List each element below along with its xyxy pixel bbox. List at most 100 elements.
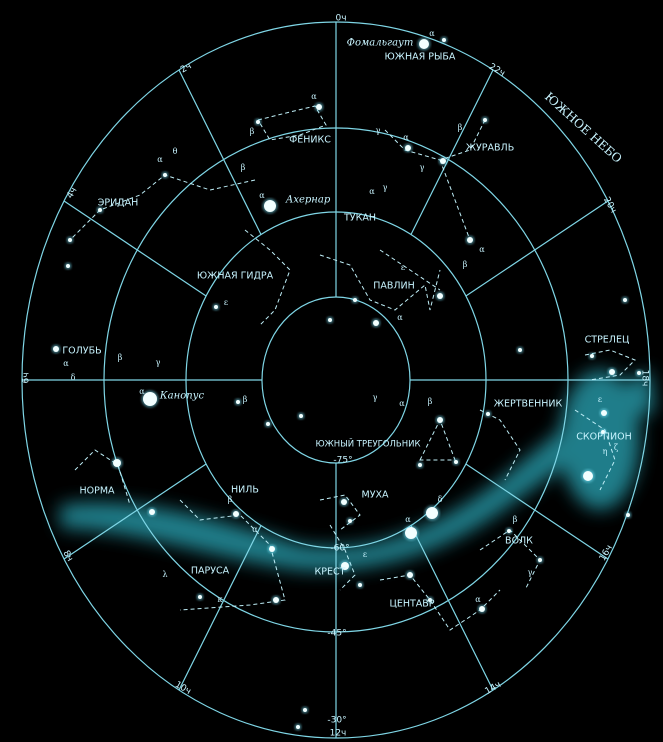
constellation-label: НИЛЬ	[231, 485, 259, 496]
star	[303, 708, 307, 712]
star-letter: β	[428, 397, 433, 406]
star	[66, 264, 70, 268]
star	[143, 392, 157, 406]
star	[353, 298, 357, 302]
star-letter: γ	[383, 183, 388, 192]
star	[467, 237, 473, 243]
constellation-label: ФЕНИКС	[289, 135, 331, 146]
star	[233, 511, 239, 517]
star-letter: α	[63, 359, 69, 368]
star-letter: β	[463, 260, 468, 269]
star	[437, 417, 443, 423]
star	[256, 120, 260, 124]
star-letter: α	[429, 29, 435, 38]
hour-label: 6ч	[22, 372, 32, 383]
constellation-label: ПАРУСА	[191, 566, 230, 577]
star	[266, 422, 270, 426]
star-map: 0ч2ч4ч6ч8ч10ч12ч14ч16ч18ч20ч22ч-75°-60°-…	[0, 0, 663, 742]
star	[418, 463, 422, 467]
star	[426, 507, 438, 519]
constellation-label: СКОРПИОН	[576, 432, 631, 443]
star	[269, 546, 275, 552]
constellation-label: ЮЖНАЯ РЫБА	[385, 52, 456, 63]
star-name: Фомальгаут	[347, 38, 414, 49]
star-letter: γ	[420, 163, 425, 172]
declination-label: -30°	[327, 716, 346, 726]
constellation-label: ПАВЛИН	[373, 281, 415, 292]
star	[373, 320, 379, 326]
star-letter: ε	[224, 298, 228, 307]
star-letter: γ	[528, 568, 533, 577]
hour-label: 18ч	[640, 370, 650, 387]
constellation-label: ГОЛУБЬ	[62, 346, 101, 357]
constellation-label: ТУКАН	[343, 213, 376, 224]
star	[53, 346, 59, 352]
star-letter: α	[399, 399, 405, 408]
star	[348, 519, 352, 523]
star	[583, 471, 593, 481]
declination-label: -60°	[330, 544, 349, 554]
star	[358, 583, 362, 587]
star	[264, 200, 276, 212]
star-letter: β	[513, 515, 518, 524]
star-letter: κ	[218, 595, 223, 604]
hour-label: 12ч	[330, 729, 347, 739]
star	[328, 318, 332, 322]
constellation-label: ЦЕНТАВР	[389, 599, 434, 610]
constellation-label: НОРМА	[79, 486, 115, 497]
star	[299, 414, 303, 418]
constellation-label: ЖУРАВЛЬ	[466, 143, 514, 154]
star-letter: δ	[438, 495, 443, 504]
star	[198, 595, 202, 599]
constellation-label: СТРЕЛЕЦ	[585, 335, 630, 346]
star-letter: ε	[363, 550, 367, 559]
star-letter: α	[479, 245, 485, 254]
star	[296, 725, 300, 729]
star-letter: γ	[373, 393, 378, 402]
star	[405, 145, 411, 151]
star-letter: α	[139, 387, 145, 396]
constellation-label: ЮЖНАЯ ГИДРА	[197, 271, 274, 282]
star	[486, 412, 490, 416]
star-letter: δ	[71, 373, 76, 382]
star-letter: α	[259, 191, 265, 200]
star-letter: θ	[173, 147, 178, 156]
declination-label: -45°	[327, 629, 346, 639]
star-letter: γ	[376, 126, 381, 135]
star-letter: α	[157, 155, 163, 164]
star	[590, 354, 594, 358]
star-name: Канопус	[159, 391, 205, 402]
star-letter: γ	[156, 358, 161, 367]
star-letter: η	[603, 447, 608, 456]
star-letter: α	[369, 187, 375, 196]
constellation-label: МУХА	[362, 490, 389, 501]
star	[149, 509, 155, 515]
star-letter: ζ	[614, 443, 619, 452]
star-letter: β	[250, 127, 255, 136]
star-letter: ε	[598, 395, 602, 404]
constellation-label: ЭРИДАН	[98, 198, 139, 209]
star	[609, 369, 615, 375]
star	[214, 305, 218, 309]
star	[68, 238, 72, 242]
star	[518, 348, 522, 352]
star-letter: β	[118, 353, 123, 362]
star-letter: β	[241, 163, 246, 172]
star-letter: α	[311, 92, 317, 101]
star	[113, 459, 121, 467]
star	[483, 118, 487, 122]
star-letter: λ	[162, 570, 167, 579]
star	[442, 38, 446, 42]
star	[538, 558, 542, 562]
hour-label: 0ч	[335, 14, 346, 24]
constellation-label: ВОЛК	[505, 536, 533, 547]
star	[440, 158, 446, 164]
star	[341, 499, 347, 505]
declination-label: -75°	[333, 456, 352, 466]
star	[507, 529, 511, 533]
star	[98, 208, 102, 212]
star-letter: α	[405, 515, 411, 524]
star-letter: α	[252, 525, 258, 534]
star	[626, 513, 630, 517]
star	[479, 606, 485, 612]
